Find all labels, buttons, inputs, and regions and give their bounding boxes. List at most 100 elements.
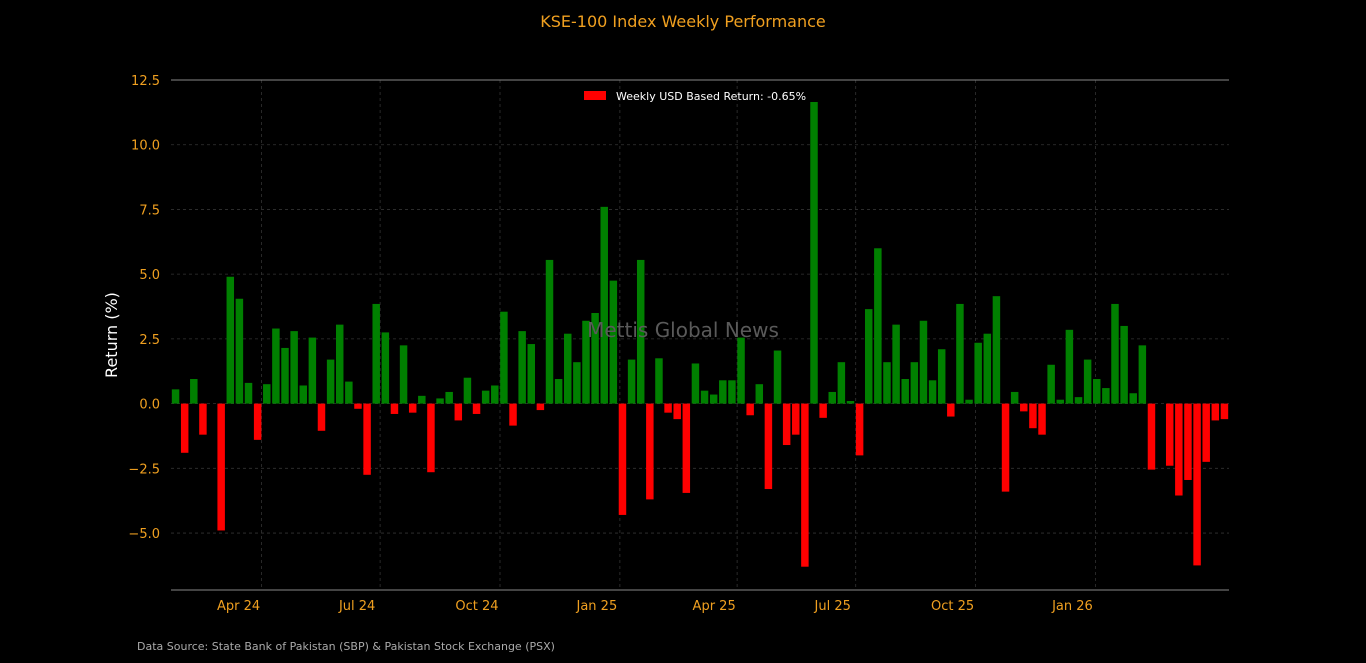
bar — [1211, 403, 1220, 421]
bar — [910, 362, 919, 404]
bar — [1193, 403, 1201, 566]
bar — [1202, 403, 1210, 462]
y-axis-ticks: 12.5 10.0 7.5 5.0 2.5 0.0 −2.5 −5.0 — [128, 74, 160, 542]
bar — [792, 403, 800, 435]
bar — [253, 403, 262, 440]
x-tick-label: Oct 24 — [455, 599, 498, 614]
bar — [801, 403, 809, 567]
bar — [1102, 388, 1110, 404]
bar — [655, 358, 663, 404]
bar — [855, 403, 864, 456]
bar — [390, 403, 399, 414]
bar — [1029, 403, 1037, 429]
bar — [1010, 391, 1019, 404]
bar — [992, 296, 1001, 404]
bar — [864, 309, 873, 404]
x-tick-label: Jul 25 — [814, 599, 851, 614]
bar — [226, 276, 235, 404]
bar — [1001, 403, 1010, 492]
bar — [536, 403, 545, 411]
bar — [691, 363, 700, 404]
bar — [810, 102, 818, 404]
bar — [345, 381, 353, 404]
bar — [782, 403, 791, 446]
bar — [317, 403, 326, 431]
bar — [719, 380, 727, 404]
x-tick-label: Jul 24 — [338, 599, 375, 614]
bar — [263, 384, 271, 404]
bar — [1065, 329, 1074, 404]
bar — [892, 324, 900, 404]
data-source-note: Data Source: State Bank of Pakistan (SBP… — [137, 640, 555, 653]
bar — [828, 391, 836, 404]
bar — [335, 324, 344, 404]
bar — [1038, 403, 1046, 435]
bar — [919, 320, 928, 404]
bar — [1074, 397, 1083, 404]
bar — [190, 379, 198, 404]
bar — [646, 403, 654, 500]
y-tick-label: 0.0 — [139, 398, 160, 413]
legend-swatch — [584, 91, 606, 100]
x-axis-ticks: Apr 24 Jul 24 Oct 24 Jan 25 Apr 25 Jul 25 Oct … — [217, 599, 1093, 614]
x-tick-label: Apr 25 — [693, 599, 736, 614]
bar — [1220, 403, 1229, 420]
bar — [819, 403, 827, 418]
bar — [299, 385, 307, 404]
y-tick-label: 12.5 — [131, 74, 160, 89]
x-tick-label: Jan 26 — [1051, 599, 1093, 614]
bar — [1111, 303, 1119, 404]
bar — [363, 403, 371, 475]
bar — [509, 403, 517, 426]
bar — [883, 362, 891, 404]
bar — [956, 303, 964, 404]
bar — [600, 206, 608, 404]
bar — [737, 337, 745, 404]
bar — [381, 332, 390, 404]
bar — [372, 303, 380, 404]
bar — [180, 403, 189, 453]
bar — [199, 403, 207, 435]
bar — [418, 395, 426, 404]
bar — [609, 280, 618, 404]
bar — [682, 403, 691, 493]
bar — [573, 362, 581, 404]
bar — [937, 349, 946, 404]
bar — [472, 403, 481, 414]
bar — [1184, 403, 1192, 480]
bar — [1120, 325, 1128, 404]
bar — [171, 389, 180, 404]
bar — [755, 384, 764, 404]
bar — [837, 362, 846, 404]
bar — [974, 342, 982, 404]
bar — [673, 403, 681, 420]
bar — [764, 403, 773, 490]
bar — [1056, 399, 1065, 404]
bar — [408, 403, 417, 413]
bar — [846, 401, 855, 404]
bar — [1165, 403, 1174, 466]
legend-label: Weekly USD Based Return: -0.65% — [616, 90, 806, 103]
bar — [491, 385, 499, 404]
bar — [709, 394, 718, 404]
bar — [1093, 379, 1101, 404]
bar — [399, 345, 408, 404]
bar — [1129, 393, 1137, 404]
bar — [591, 312, 599, 404]
bar — [427, 403, 435, 473]
bar — [290, 331, 298, 404]
bar — [901, 379, 909, 404]
bar — [518, 331, 526, 404]
x-tick-label: Oct 25 — [931, 599, 974, 614]
bar — [500, 311, 508, 404]
bar — [618, 403, 627, 515]
bar — [773, 350, 782, 404]
y-tick-label: 5.0 — [139, 268, 160, 283]
bar — [983, 333, 992, 404]
bar — [874, 248, 882, 404]
y-tick-label: −5.0 — [128, 527, 160, 542]
watermark: Mettis Global News — [587, 318, 779, 342]
bar — [1147, 403, 1156, 470]
bar — [728, 380, 736, 404]
